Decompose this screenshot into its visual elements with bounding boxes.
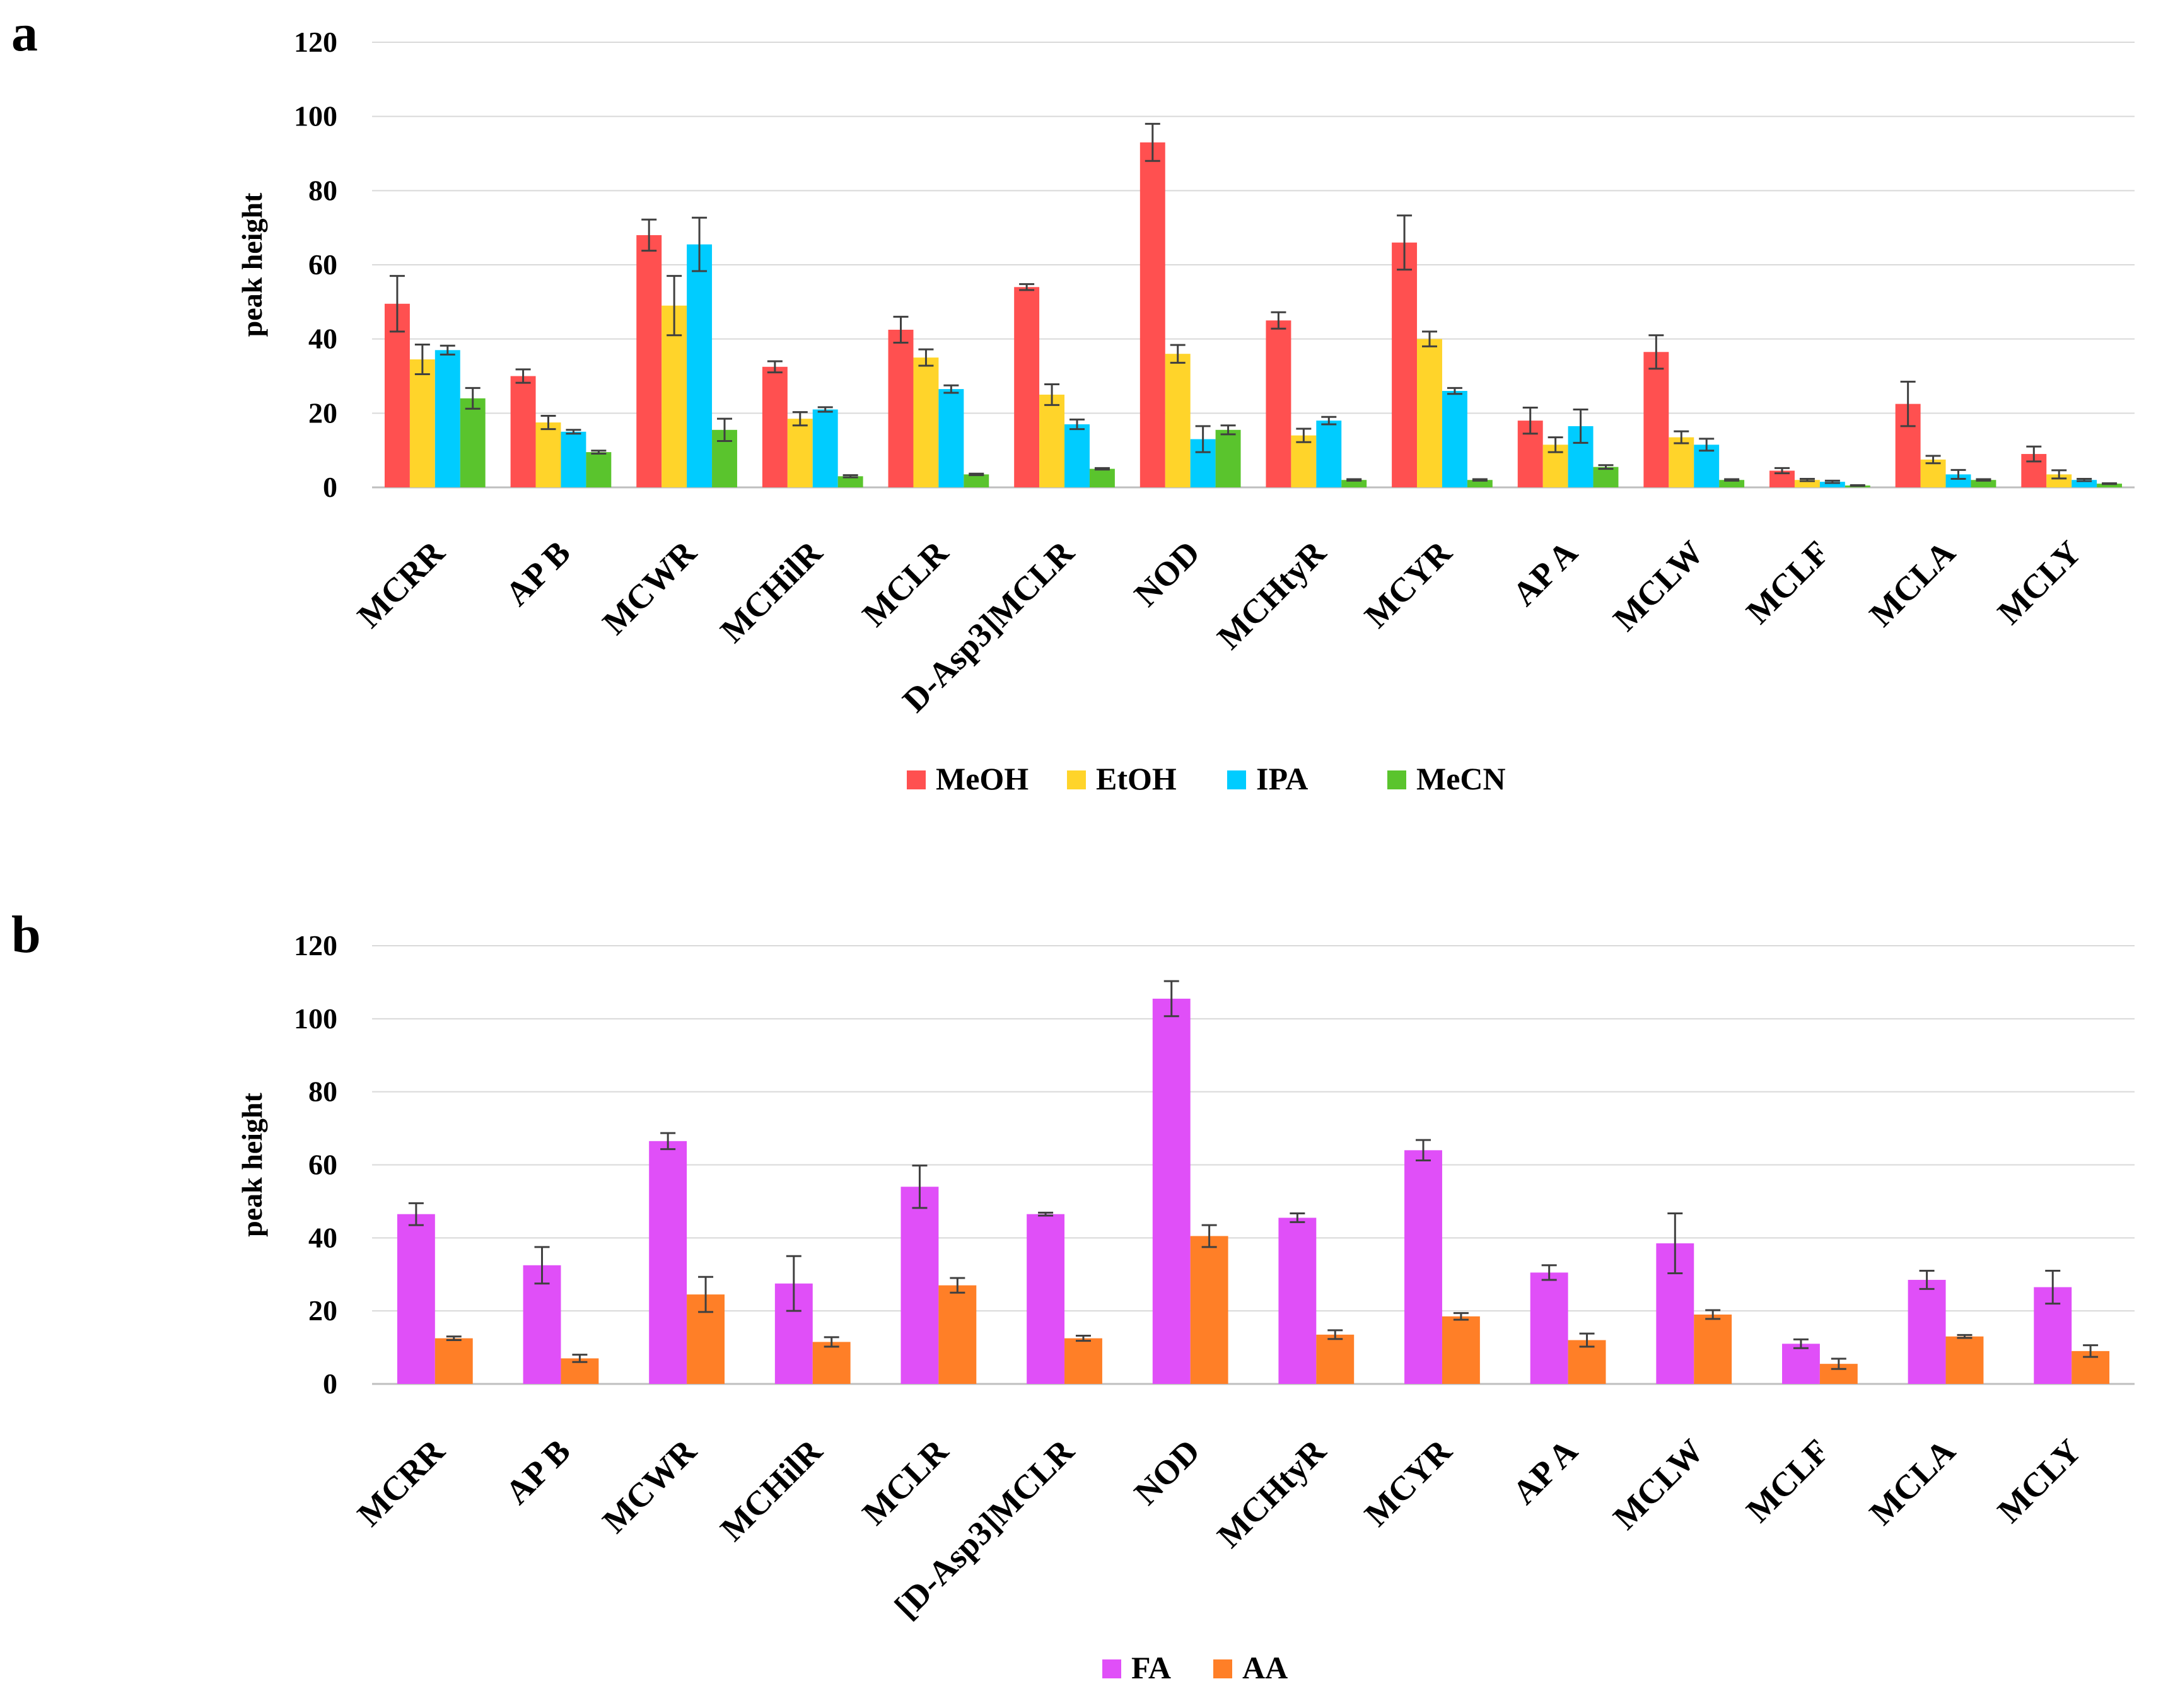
bar: [1669, 437, 1694, 487]
panel-b-letter: b: [11, 905, 41, 964]
y-tick-label: 0: [323, 1368, 337, 1400]
bar: [1165, 354, 1191, 487]
y-tick-label: 60: [308, 1149, 337, 1181]
bar: [1971, 480, 1996, 487]
y-axis-label: peak height: [236, 1092, 268, 1236]
bar: [397, 1214, 435, 1384]
legend-swatch: [1213, 1659, 1232, 1678]
y-axis-label: peak height: [236, 192, 268, 337]
bar: [535, 422, 561, 487]
bar: [888, 329, 914, 487]
bar: [1417, 339, 1442, 487]
bar: [2097, 484, 2123, 487]
bar: [913, 357, 939, 487]
bar: [1794, 480, 1820, 487]
y-tick-label: 80: [308, 1076, 337, 1108]
bar: [1039, 394, 1065, 487]
bar: [1643, 352, 1669, 487]
bar: [1908, 1279, 1946, 1384]
bar: [964, 474, 989, 487]
bar: [1064, 1338, 1102, 1384]
legend-label: FA: [1131, 1650, 1171, 1685]
bar: [1442, 391, 1467, 487]
bar: [649, 1141, 687, 1384]
legend-swatch: [907, 770, 926, 789]
bar: [586, 452, 612, 487]
bar: [1945, 1336, 1984, 1384]
bar: [1782, 1344, 1820, 1384]
bar: [1014, 287, 1040, 487]
bar: [1316, 1334, 1355, 1384]
bar: [1139, 142, 1165, 488]
y-tick-label: 20: [308, 1294, 337, 1327]
bar: [561, 431, 586, 487]
bar: [938, 389, 964, 487]
bar: [1694, 444, 1720, 487]
bar: [384, 303, 410, 487]
y-tick-label: 100: [294, 1002, 337, 1035]
bar: [687, 244, 713, 487]
legend-label: IPA: [1256, 761, 1308, 796]
bar: [1467, 480, 1493, 487]
bar: [523, 1265, 561, 1384]
bar: [1392, 242, 1418, 487]
y-tick-label: 40: [308, 323, 337, 355]
legend-swatch: [1067, 770, 1086, 789]
legend-label: AA: [1242, 1650, 1288, 1685]
bar: [762, 366, 788, 487]
bar: [1316, 421, 1342, 487]
bar: [900, 1187, 939, 1384]
bar: [434, 350, 460, 487]
bar: [1064, 424, 1090, 487]
bar: [1291, 435, 1317, 487]
bar: [812, 1342, 851, 1384]
bar: [1819, 482, 1845, 487]
y-tick-label: 80: [308, 174, 337, 206]
bar: [938, 1285, 977, 1384]
bar: [1719, 480, 1745, 487]
y-tick-label: 0: [323, 471, 337, 503]
y-tick-label: 120: [294, 26, 337, 58]
bar: [1404, 1150, 1442, 1384]
bar: [837, 476, 863, 487]
bar: [1278, 1217, 1317, 1384]
bar: [1694, 1314, 1732, 1384]
bar: [636, 235, 662, 487]
panel-a-letter: a: [11, 4, 38, 62]
y-tick-label: 60: [308, 248, 337, 281]
bar: [1341, 480, 1367, 487]
legend-label: MeCN: [1416, 761, 1506, 796]
bar: [2072, 480, 2097, 487]
y-tick-label: 20: [308, 397, 337, 429]
bar: [434, 1338, 473, 1384]
bar: [1027, 1214, 1065, 1384]
bar: [409, 359, 435, 487]
y-tick-label: 120: [294, 929, 337, 961]
bar: [1190, 1236, 1228, 1384]
bar: [460, 398, 486, 487]
bar: [1215, 429, 1241, 487]
legend-swatch: [1387, 770, 1406, 789]
legend-swatch: [1102, 1659, 1121, 1678]
legend-label: EtOH: [1096, 761, 1177, 796]
bar: [1089, 468, 1115, 487]
bar: [812, 409, 838, 487]
bar: [510, 376, 536, 487]
legend-label: MeOH: [936, 761, 1029, 796]
bar: [1530, 1272, 1568, 1384]
bar: [787, 419, 813, 487]
bar: [1152, 998, 1191, 1384]
y-tick-label: 100: [294, 100, 337, 132]
bar: [1266, 320, 1291, 487]
bar: [1593, 467, 1619, 487]
y-tick-label: 40: [308, 1221, 337, 1253]
bar: [1945, 474, 1971, 487]
bar: [1442, 1316, 1480, 1384]
legend-swatch: [1227, 770, 1246, 789]
